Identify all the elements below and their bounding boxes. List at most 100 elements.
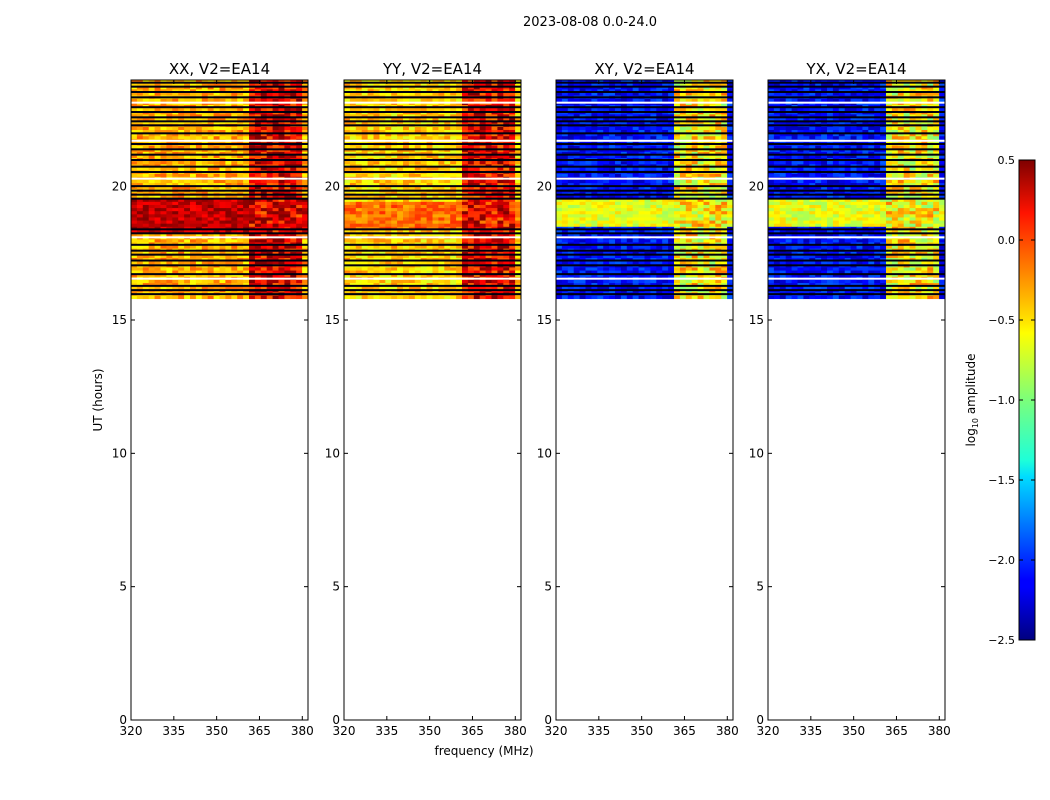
heatmap-cell	[148, 220, 155, 225]
panel-title: XX, V2=EA14	[169, 60, 270, 78]
flag-line	[344, 277, 521, 280]
heatmap-cell	[609, 126, 616, 131]
heatmap-cell	[284, 198, 291, 203]
heatmap-cell	[444, 195, 451, 200]
heatmap-cell	[497, 261, 504, 265]
flag-line	[131, 284, 308, 287]
heatmap-cell	[444, 270, 451, 275]
heatmap-cell	[391, 223, 398, 228]
heatmap-cell	[284, 186, 291, 190]
heatmap-cell	[142, 179, 150, 184]
heatmap-cell	[491, 136, 498, 140]
heatmap-cell	[190, 245, 197, 250]
heatmap-cell	[379, 214, 386, 218]
heatmap-cell	[503, 283, 510, 287]
heatmap-cell	[456, 195, 463, 200]
heatmap-cell	[727, 108, 734, 112]
heatmap-cell	[456, 120, 463, 125]
heatmap-cell	[420, 286, 427, 290]
heatmap-cell	[485, 211, 492, 215]
heatmap-cell	[556, 136, 563, 140]
heatmap-cell	[190, 217, 197, 221]
heatmap-cell	[254, 129, 262, 134]
heatmap-cell	[485, 148, 492, 153]
heatmap-cell	[142, 223, 150, 228]
heatmap-cell	[296, 208, 303, 212]
heatmap-cell	[207, 251, 214, 256]
heatmap-cell	[349, 204, 357, 209]
heatmap-cell	[479, 136, 486, 140]
heatmap-cell	[644, 145, 651, 150]
heatmap-cell	[225, 92, 232, 97]
heatmap-cell	[201, 286, 209, 290]
heatmap-cell	[207, 201, 214, 206]
heatmap-cell	[237, 223, 244, 228]
heatmap-cell	[254, 279, 262, 284]
heatmap-cell	[656, 98, 663, 103]
heatmap-cell	[485, 133, 492, 137]
heatmap-cell	[213, 136, 220, 140]
heatmap-cell	[184, 229, 191, 234]
heatmap-cell	[467, 86, 475, 90]
heatmap-cell	[456, 179, 463, 184]
heatmap-cell	[136, 179, 144, 184]
heatmap-cell	[385, 148, 392, 153]
heatmap-cell	[172, 220, 179, 225]
heatmap-cell	[172, 108, 179, 112]
heatmap-cell	[497, 179, 504, 184]
heatmap-cell	[491, 83, 498, 87]
heatmap-cell	[432, 161, 439, 165]
heatmap-cell	[397, 86, 404, 90]
heatmap-cell	[450, 167, 457, 171]
heatmap-cell	[231, 161, 238, 165]
heatmap-cell	[243, 195, 250, 200]
heatmap-cell	[160, 129, 167, 134]
heatmap-cell	[473, 239, 481, 243]
heatmap-cell	[184, 223, 191, 228]
heatmap-cell	[260, 195, 268, 200]
heatmap-cell	[679, 117, 687, 122]
heatmap-cell	[497, 233, 504, 237]
heatmap-cell	[650, 145, 657, 150]
heatmap-cell	[367, 117, 374, 122]
heatmap-cell	[160, 201, 167, 206]
heatmap-cell	[426, 148, 433, 153]
heatmap-cell	[379, 211, 386, 215]
heatmap-cell	[190, 114, 197, 118]
heatmap-cell	[272, 183, 279, 187]
heatmap-cell	[426, 154, 433, 159]
heatmap-cell	[432, 120, 439, 125]
heatmap-cell	[591, 98, 598, 103]
heatmap-cell	[609, 98, 616, 103]
heatmap-cell	[237, 83, 244, 87]
heatmap-cell	[154, 98, 161, 103]
heatmap-cell	[567, 136, 575, 140]
heatmap-cell	[266, 261, 273, 265]
heatmap-cell	[231, 98, 238, 103]
heatmap-cell	[131, 220, 138, 225]
heatmap-cell	[632, 126, 639, 131]
heatmap-cell	[503, 148, 510, 153]
heatmap-cell	[426, 173, 433, 178]
heatmap-cell	[567, 114, 575, 118]
heatmap-cell	[254, 251, 262, 256]
heatmap-cell	[213, 183, 220, 187]
heatmap-cell	[385, 223, 392, 228]
heatmap-cell	[349, 86, 357, 90]
heatmap-cell	[254, 270, 262, 275]
heatmap-cell	[361, 204, 368, 209]
heatmap-cell	[591, 136, 598, 140]
heatmap-cell	[485, 239, 492, 243]
heatmap-cell	[485, 204, 492, 209]
heatmap-cell	[131, 233, 138, 237]
heatmap-cell	[473, 151, 481, 156]
heatmap-cell	[243, 179, 250, 184]
heatmap-cell	[391, 186, 398, 190]
heatmap-cell	[515, 283, 522, 287]
heatmap-cell	[136, 270, 144, 275]
heatmap-cell	[361, 217, 368, 221]
heatmap-cell	[178, 245, 185, 250]
heatmap-cell	[456, 201, 463, 206]
heatmap-cell	[408, 129, 416, 134]
heatmap-cell	[302, 254, 309, 259]
